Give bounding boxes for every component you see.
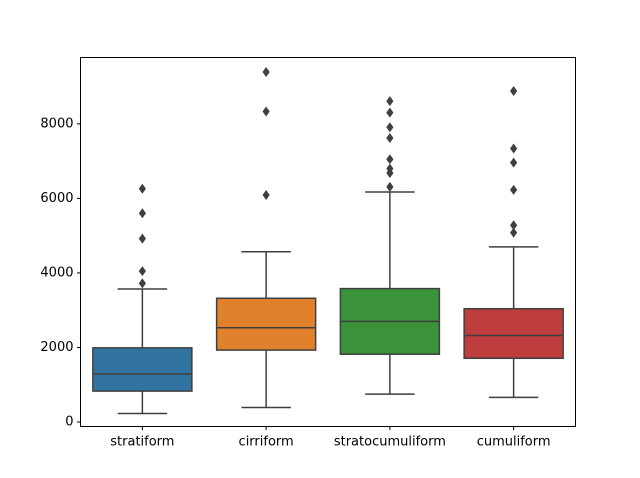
outlier-point: [510, 157, 518, 168]
axes-frame: [80, 57, 576, 427]
outlier-point: [386, 154, 394, 165]
outlier-point: [138, 233, 146, 244]
outlier-point: [386, 107, 394, 118]
x-tick-label: cumuliform: [477, 435, 551, 450]
outlier-point: [138, 183, 146, 194]
box-iqr: [215, 297, 317, 351]
box-group-stratocumuliform: [339, 96, 441, 395]
outlier-point: [510, 220, 518, 231]
outlier-point: [386, 133, 394, 144]
outlier-point: [138, 278, 146, 289]
outlier-point: [138, 266, 146, 277]
outlier-point: [386, 96, 394, 107]
outlier-point: [386, 181, 394, 192]
x-axis: stratiform cirriform stratocumuliform cumul…: [110, 426, 551, 450]
outlier-point: [510, 143, 518, 154]
y-tick-label: 0: [65, 415, 73, 430]
outlier-point: [262, 190, 270, 201]
y-axis: 0 2000 4000 6000 8000: [40, 116, 81, 430]
y-tick-label: 2000: [40, 340, 73, 355]
outlier-point: [510, 86, 518, 97]
y-tick-label: 8000: [40, 116, 73, 131]
box-group-cumuliform: [463, 86, 564, 399]
y-tick-label: 4000: [40, 265, 73, 280]
x-tick-label: cirriform: [239, 435, 294, 450]
x-tick-label: stratocumuliform: [334, 435, 446, 450]
outlier-point: [262, 67, 270, 78]
outlier-point: [510, 227, 518, 238]
x-tick-label: stratiform: [110, 435, 174, 450]
box-iqr: [92, 347, 193, 392]
outlier-point: [510, 184, 518, 195]
outlier-point: [386, 122, 394, 133]
outlier-point: [138, 208, 146, 219]
outlier-point: [262, 106, 270, 117]
plot-area: [92, 67, 564, 415]
y-tick-label: 6000: [40, 191, 73, 206]
box-iqr: [463, 307, 564, 360]
box-group-cirriform: [215, 67, 317, 409]
box-group-stratiform: [92, 183, 193, 415]
outlier-point: [386, 163, 394, 174]
